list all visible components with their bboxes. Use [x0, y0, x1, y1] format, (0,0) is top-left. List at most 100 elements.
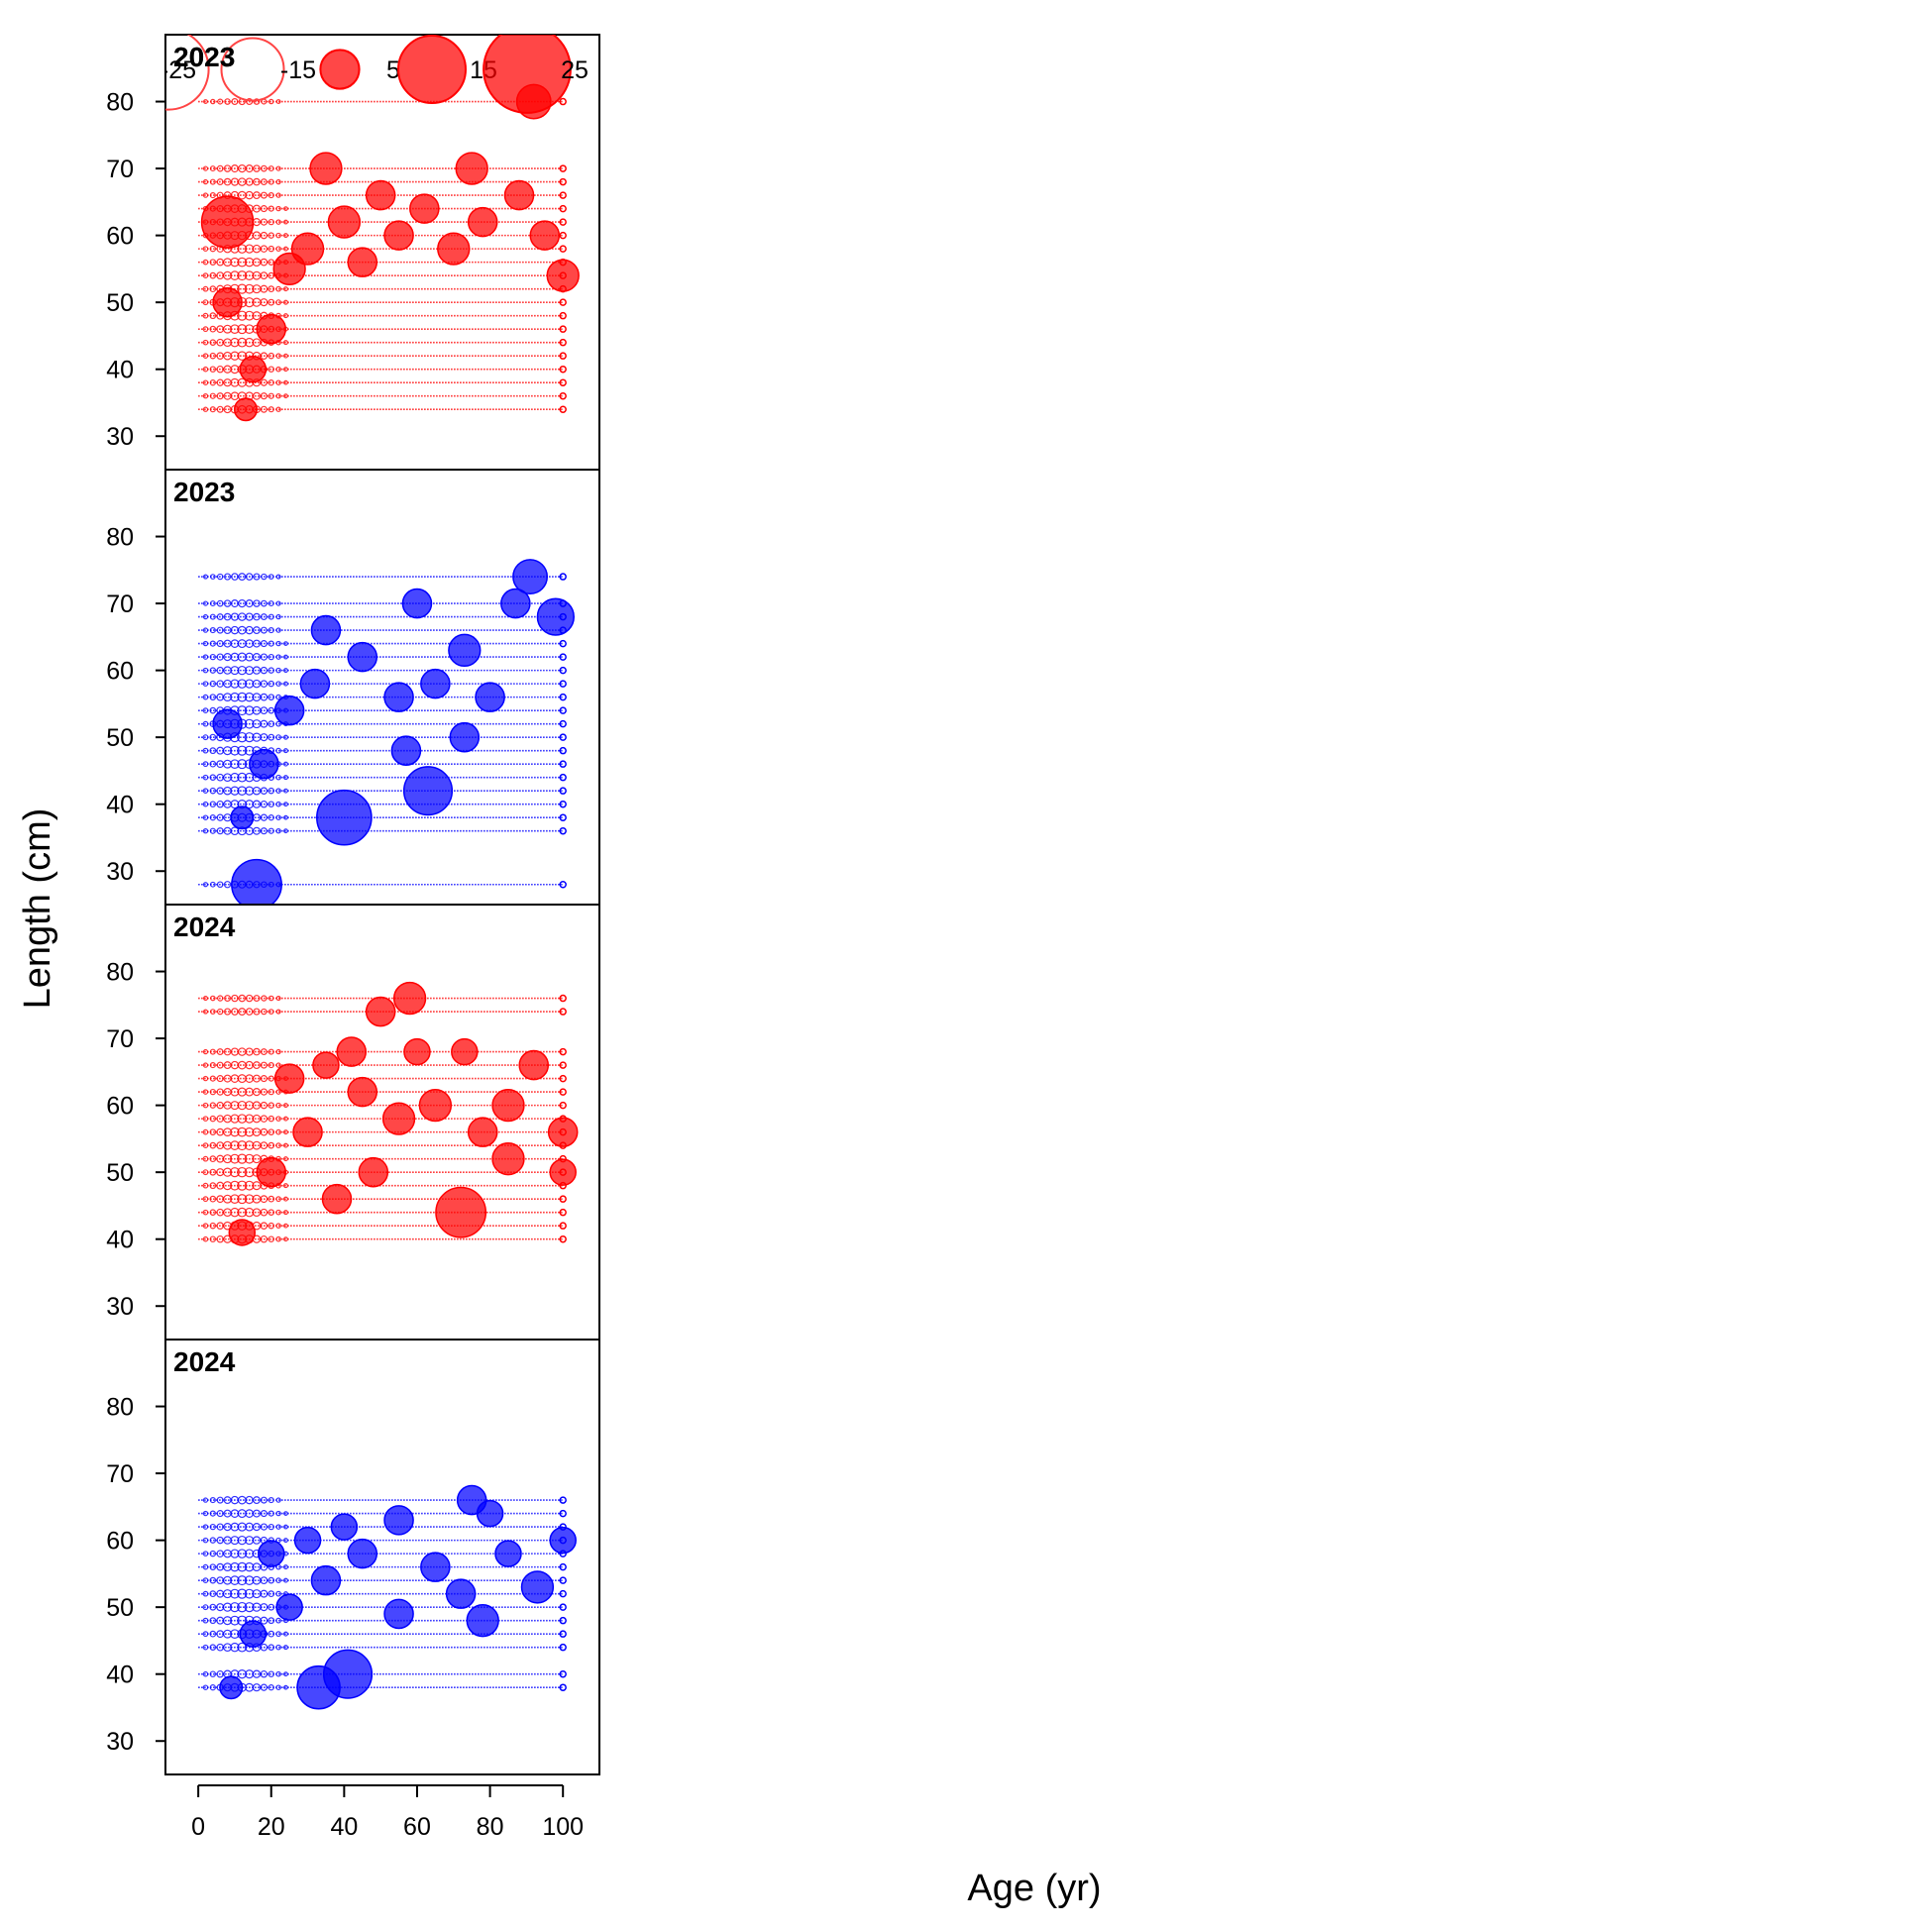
y-tick-label: 50: [106, 1594, 134, 1622]
residual-point: [202, 1048, 209, 1055]
residual-point: [209, 1510, 216, 1517]
residual-point: [202, 1631, 209, 1638]
residual-point: [244, 297, 255, 308]
residual-point: [202, 734, 209, 741]
residual-point: [202, 392, 209, 399]
bubble: [321, 1183, 353, 1215]
residual-point: [253, 1061, 261, 1070]
residual-point: [260, 1510, 268, 1518]
residual-point: [202, 996, 209, 1002]
residual-point: [268, 1644, 275, 1651]
residual-point: [229, 1588, 240, 1599]
residual-point: [209, 1563, 217, 1570]
residual-point: [209, 1062, 216, 1069]
residual-point: [216, 800, 224, 808]
residual-point: [260, 787, 268, 795]
residual-point: [260, 626, 268, 634]
residual-point: [216, 626, 224, 634]
bubble: [296, 1664, 341, 1710]
residual-point: [223, 881, 232, 889]
residual-point: [260, 1127, 268, 1136]
residual-point: [237, 639, 247, 649]
residual-point: [245, 994, 254, 1003]
length-row: [198, 1047, 567, 1056]
residual-point: [275, 1617, 282, 1624]
y-tick-label: 30: [106, 423, 134, 451]
bubble: [358, 1156, 389, 1188]
residual-point: [283, 1538, 288, 1544]
residual-point: [268, 706, 275, 714]
residual-point: [275, 827, 281, 834]
residual-point: [209, 192, 216, 199]
residual-point: [268, 298, 275, 306]
residual-point: [230, 270, 240, 280]
residual-point: [237, 283, 248, 294]
bubble: [249, 748, 279, 780]
residual-point: [559, 994, 567, 1003]
residual-point: [260, 813, 268, 821]
residual-point: [230, 365, 240, 375]
residual-point: [559, 880, 567, 889]
residual-point: [260, 693, 268, 701]
residual-point: [237, 745, 248, 756]
residual-point: [230, 324, 240, 335]
residual-point: [268, 1510, 274, 1517]
residual-point: [275, 1102, 281, 1109]
residual-point: [237, 1207, 248, 1218]
residual-point: [282, 1196, 288, 1202]
residual-point: [216, 405, 224, 413]
residual-point: [268, 98, 274, 105]
residual-point: [268, 406, 274, 413]
residual-point: [275, 1209, 281, 1216]
residual-point: [209, 1075, 216, 1082]
bubble: [549, 1158, 577, 1186]
residual-point: [202, 640, 209, 647]
residual-point: [559, 338, 567, 347]
residual-point: [559, 1208, 567, 1217]
residual-point: [559, 245, 567, 253]
length-row: [198, 1575, 567, 1586]
residual-point: [260, 1496, 268, 1504]
residual-point: [237, 190, 247, 200]
residual-point: [238, 573, 247, 581]
residual-point: [202, 1551, 209, 1556]
residual-point: [237, 270, 248, 281]
length-row: [198, 1588, 567, 1599]
residual-point: [282, 340, 288, 346]
residual-point: [209, 1670, 217, 1677]
residual-point: [559, 1195, 567, 1203]
residual-point: [202, 1142, 209, 1149]
residual-point: [202, 1235, 209, 1242]
residual-point: [223, 813, 232, 822]
residual-point: [282, 1645, 288, 1651]
residual-point: [559, 639, 567, 648]
residual-point: [559, 706, 567, 714]
residual-point: [282, 313, 288, 319]
residual-point: [202, 406, 209, 412]
bubble: [239, 1620, 268, 1648]
residual-point: [244, 732, 255, 743]
residual-point: [223, 599, 232, 607]
residual-point: [253, 826, 262, 835]
residual-point: [253, 164, 261, 172]
panel-plot-area: [198, 559, 575, 905]
residual-point: [223, 1194, 233, 1204]
bubble: [383, 682, 414, 712]
residual-point: [209, 653, 217, 661]
residual-point: [260, 1061, 268, 1069]
residual-point: [230, 800, 240, 809]
residual-point: [268, 1102, 274, 1109]
residual-point: [224, 995, 232, 1003]
bubble: [403, 1037, 431, 1066]
residual-point: [261, 573, 268, 581]
residual-point: [275, 801, 281, 807]
residual-point: [559, 653, 567, 661]
panel-frame: [164, 469, 600, 906]
residual-point: [209, 1630, 217, 1638]
residual-point: [268, 271, 275, 279]
residual-point: [209, 1009, 216, 1015]
residual-point: [202, 178, 209, 185]
residual-point: [275, 1235, 281, 1242]
residual-point: [275, 99, 281, 105]
residual-point: [237, 759, 248, 770]
